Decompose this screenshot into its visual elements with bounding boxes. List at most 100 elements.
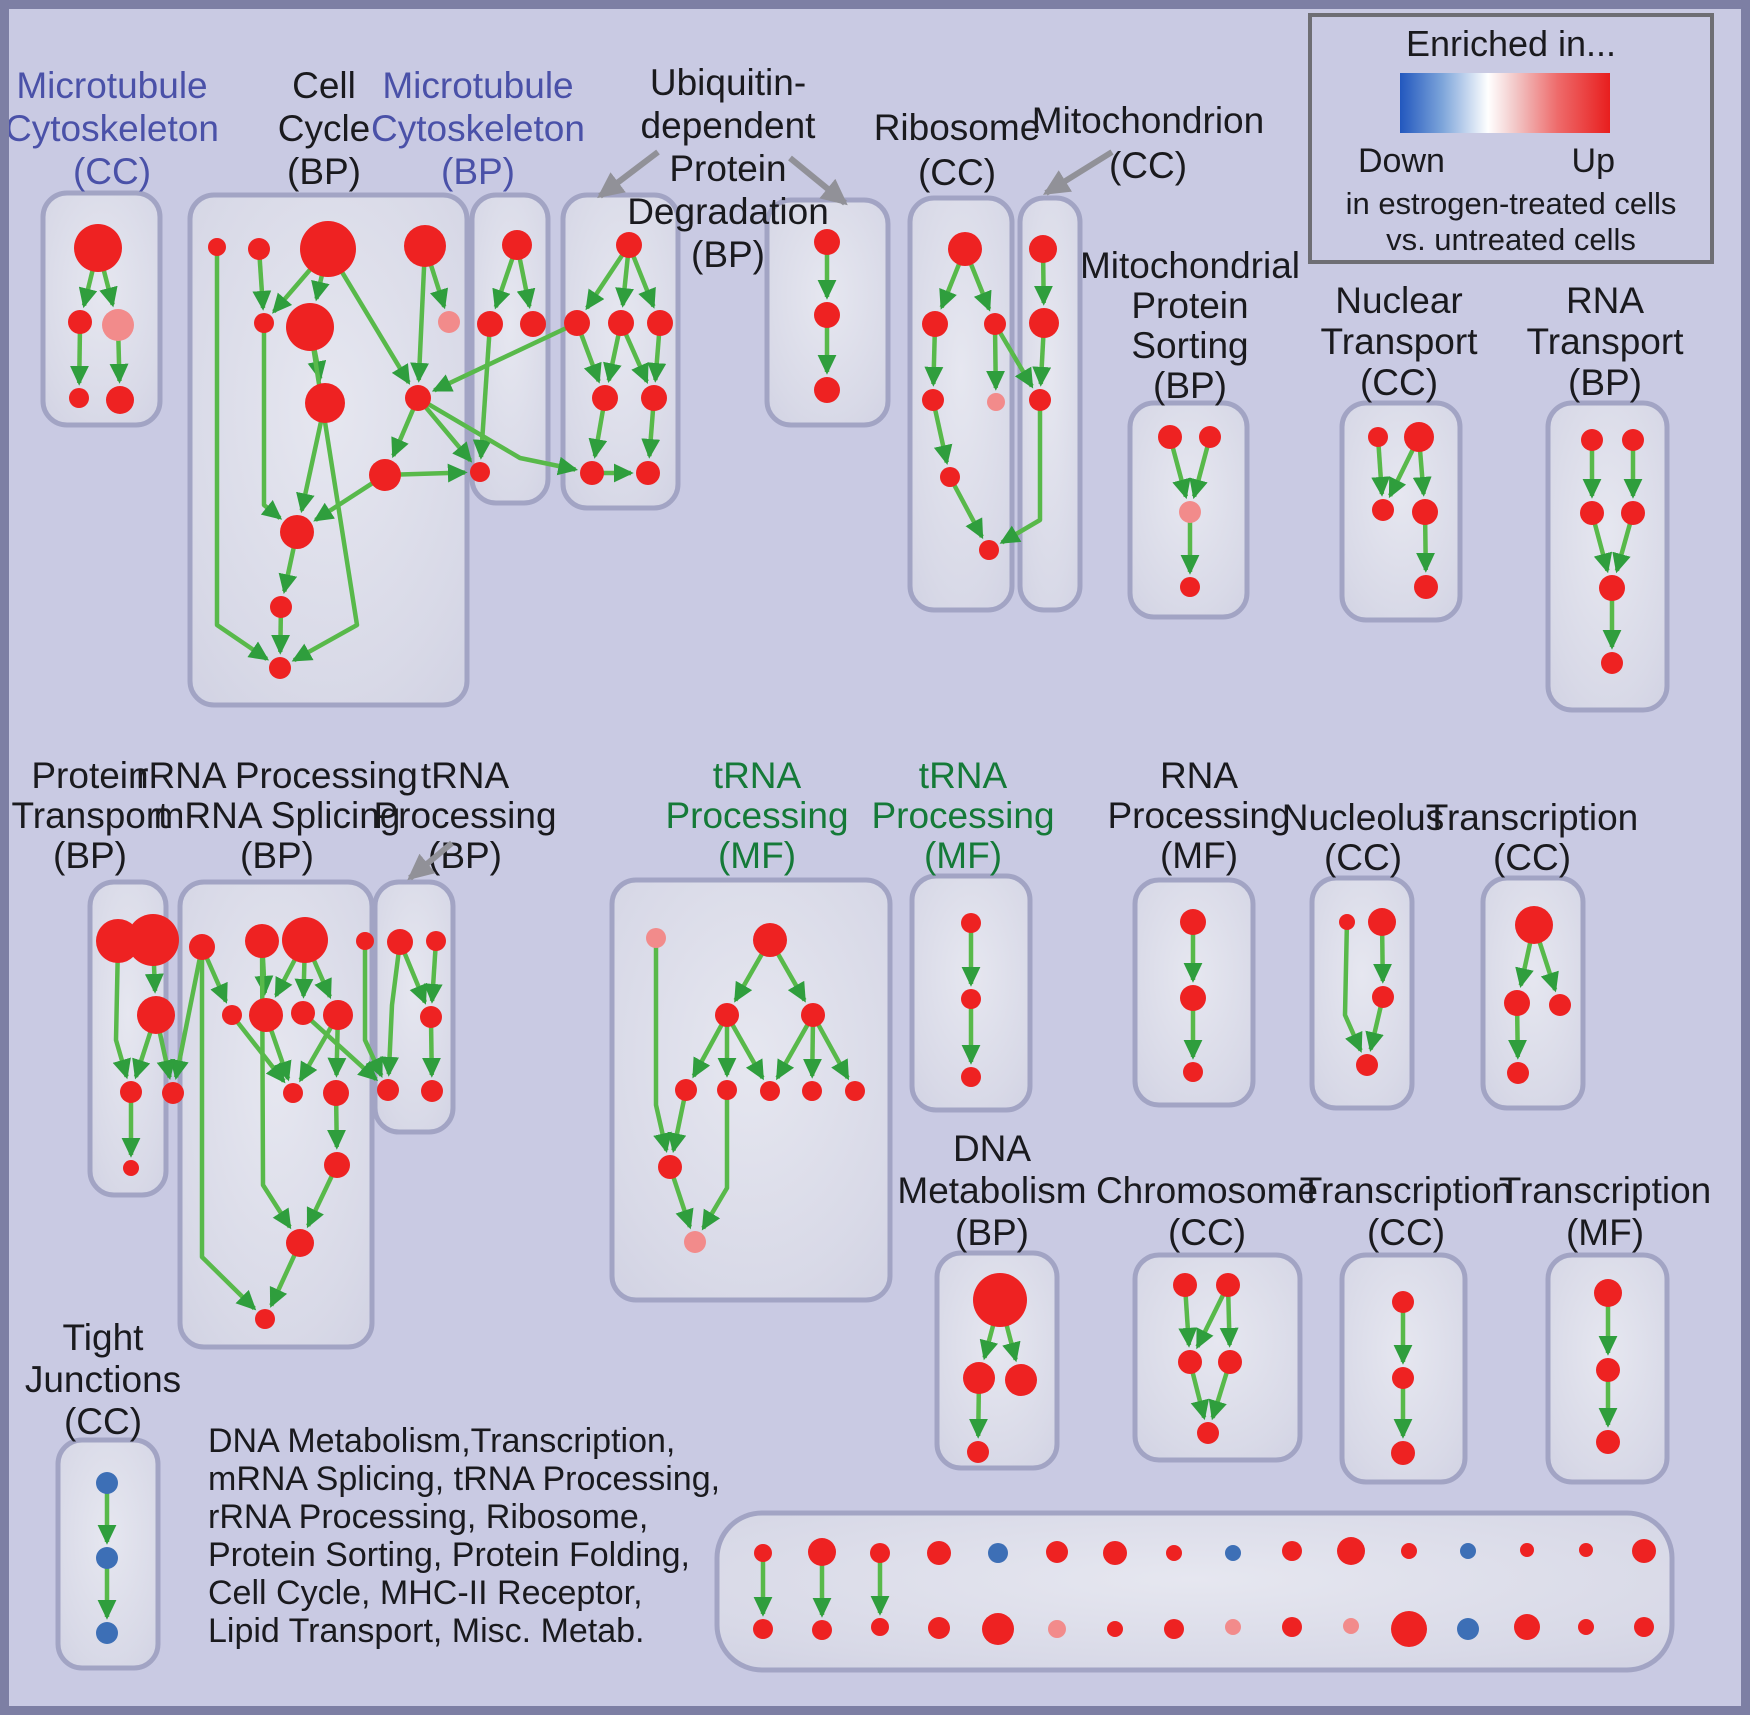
go-term-node: [1581, 429, 1603, 451]
go-term-node: [753, 923, 787, 957]
edge: [327, 1104, 347, 1150]
edge: [313, 481, 374, 522]
label-microtubule-cytoskeleton-bp: Microtubule Cytoskeleton (BP): [371, 65, 585, 192]
go-term-node: [1392, 1291, 1414, 1313]
edge: [1412, 450, 1432, 497]
go-term-node: [1634, 1617, 1654, 1637]
go-term-node: [369, 459, 401, 491]
legend-box: [1308, 13, 1714, 264]
go-term-node: [580, 461, 604, 485]
go-term-node: [1046, 1541, 1068, 1563]
go-term-node: [616, 232, 642, 258]
go-term-node: [870, 1543, 890, 1563]
go-term-node: [987, 393, 1005, 411]
go-term-node: [1621, 501, 1645, 525]
go-term-node: [123, 1160, 139, 1176]
edge: [1034, 261, 1053, 306]
edge: [272, 267, 313, 314]
edge: [391, 408, 416, 459]
edge: [99, 269, 118, 308]
go-term-node: [1180, 577, 1200, 597]
go-term-node: [404, 225, 446, 267]
go-term-node: [922, 311, 948, 337]
go-term-node: [961, 1067, 981, 1087]
edge: [939, 263, 962, 310]
edge: [327, 1028, 347, 1078]
go-term-node: [812, 1620, 832, 1640]
go-term-node: [1460, 1543, 1476, 1559]
edge: [427, 402, 579, 476]
edge: [1170, 447, 1191, 500]
go-term-node: [922, 389, 944, 411]
go-term-node: [1549, 994, 1571, 1016]
label-dna-metabolism-bp: DNA Metabolism (BP): [897, 1128, 1086, 1253]
edge: [579, 333, 602, 384]
go-term-node: [162, 1082, 184, 1104]
go-term-node: [1178, 1350, 1202, 1374]
go-term-node: [69, 388, 89, 408]
edge: [998, 331, 1034, 389]
go-term-node: [1199, 426, 1221, 448]
go-term-node: [1180, 909, 1206, 935]
go-term-node: [1164, 1619, 1184, 1639]
edge: [269, 1253, 297, 1308]
go-term-node: [1392, 1367, 1414, 1389]
label-microtubule-cytoskeleton-cc: Microtubule Cytoskeleton (CC): [5, 65, 219, 192]
go-term-node: [291, 1001, 315, 1025]
go-term-node: [1029, 308, 1059, 338]
go-term-node: [927, 1541, 951, 1565]
go-term-node: [1005, 1364, 1037, 1396]
go-term-node: [814, 229, 840, 255]
edge: [1190, 1372, 1210, 1421]
edge: [986, 333, 1006, 391]
go-term-node: [269, 657, 291, 679]
go-term-node: [438, 311, 460, 333]
go-term-node: [715, 1003, 739, 1027]
label-transcription-cc-1: Transcription (CC): [1426, 797, 1638, 878]
edge: [204, 957, 228, 1004]
go-term-node: [1580, 501, 1604, 525]
edge: [516, 258, 536, 310]
go-term-node: [1282, 1541, 1302, 1561]
go-term-node: [754, 1544, 772, 1562]
edge: [362, 949, 384, 1078]
go-term-node: [426, 931, 446, 951]
legend-title: Enriched in...: [1406, 23, 1616, 64]
go-term-node: [1599, 575, 1625, 601]
go-term-node: [1391, 1441, 1415, 1465]
go-term-node: [1180, 985, 1206, 1011]
edge: [1342, 928, 1363, 1053]
edge: [1208, 1371, 1229, 1421]
label-ubiquitin-degradation-bp: Ubiquitin-dependent Protein Degradation (BP…: [627, 62, 829, 275]
edge: [691, 1023, 724, 1079]
go-term-node: [1183, 1062, 1203, 1082]
go-term-node: [1225, 1619, 1241, 1635]
edge: [623, 333, 649, 384]
edge: [492, 257, 515, 310]
go-term-node: [1596, 1430, 1620, 1454]
go-term-node: [1216, 1273, 1240, 1297]
go-term-node: [717, 1080, 737, 1100]
label-chromosome-cc: Chromosome (CC): [1096, 1170, 1318, 1253]
go-term-node: [684, 1231, 706, 1253]
label-rna-transport-bp: RNA Transport (BP): [1527, 280, 1685, 403]
edge: [775, 1023, 810, 1081]
go-term-node: [753, 1619, 773, 1639]
edge: [1219, 1295, 1239, 1348]
go-term-node: [286, 1229, 314, 1257]
go-term-node: [323, 1080, 349, 1106]
cluster-box-chrom: [1132, 1252, 1303, 1463]
go-term-node: [1391, 1611, 1427, 1647]
edge: [199, 959, 257, 1311]
go-term-node: [470, 462, 490, 482]
go-term-node: [127, 914, 179, 966]
go-term-node: [254, 313, 274, 333]
edge: [311, 959, 332, 1000]
label-transcription-mf: Transcription (MF): [1499, 1170, 1711, 1253]
go-term-node: [405, 385, 431, 411]
edge: [1612, 522, 1633, 574]
go-term-node: [1514, 1614, 1540, 1640]
go-term-node: [1337, 1537, 1365, 1565]
go-term-node: [305, 383, 345, 423]
